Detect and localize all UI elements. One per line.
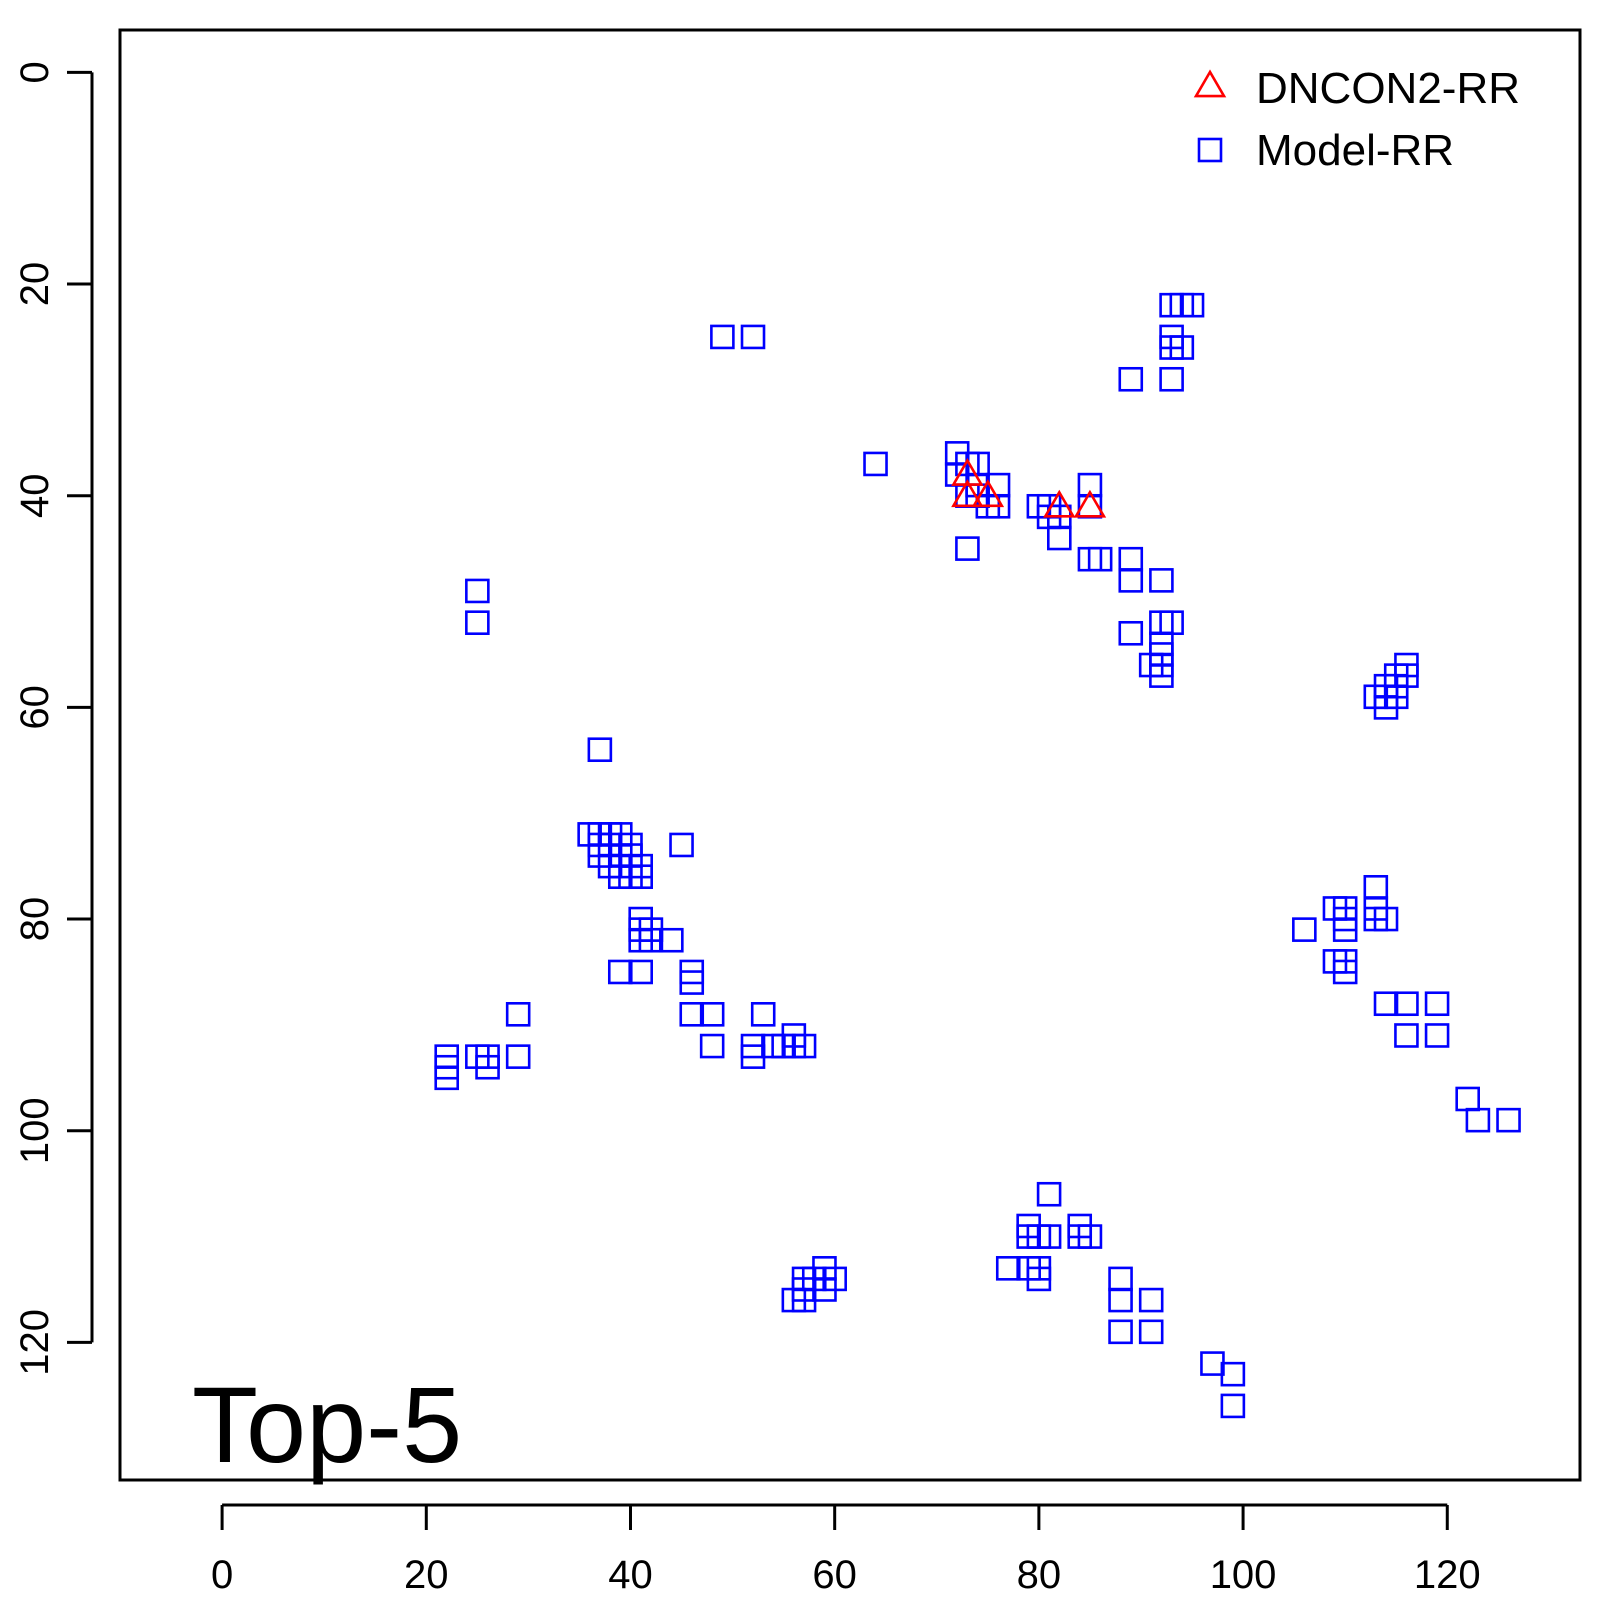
data-point-triangle xyxy=(951,457,984,486)
y-tick-label: 40 xyxy=(13,473,57,518)
data-point-square xyxy=(628,864,653,890)
data-point-square xyxy=(638,927,664,953)
data-point-square xyxy=(995,1256,1021,1281)
data-point-square xyxy=(791,1287,817,1313)
series-model-rr xyxy=(434,292,1521,1419)
data-point-square xyxy=(1138,1319,1164,1345)
data-point-square xyxy=(791,1033,817,1059)
x-tick-label: 20 xyxy=(404,1553,449,1597)
data-point-square xyxy=(1373,695,1399,720)
legend-marker-triangle xyxy=(1193,69,1227,98)
data-point-square xyxy=(659,927,684,953)
x-tick-label: 80 xyxy=(1017,1553,1062,1597)
y-tick-label: 60 xyxy=(13,685,57,730)
data-point-square xyxy=(1026,1266,1052,1292)
data-point-square xyxy=(1108,1266,1133,1292)
data-point-square xyxy=(475,1054,500,1080)
data-point-square xyxy=(1138,1287,1164,1313)
data-point-square xyxy=(1108,1287,1133,1313)
data-point-square xyxy=(1149,663,1174,688)
data-point-square xyxy=(628,959,653,985)
data-point-square xyxy=(679,970,705,995)
data-point-square xyxy=(1465,1107,1491,1133)
legend-label: DNCON2-RR xyxy=(1256,64,1520,113)
x-tick-label: 100 xyxy=(1210,1553,1277,1597)
data-point-square xyxy=(1332,959,1358,985)
data-point-square xyxy=(740,324,766,350)
data-point-square xyxy=(1077,1224,1103,1249)
y-tick-label: 120 xyxy=(13,1309,57,1376)
plot-frame xyxy=(118,28,1582,1482)
data-point-square xyxy=(1220,1393,1246,1419)
data-point-square xyxy=(955,536,980,561)
y-tick-label: 100 xyxy=(13,1097,57,1164)
data-point-square xyxy=(1108,1319,1133,1345)
x-axis: 0 20 40 60 80 100 120 xyxy=(211,1503,1481,1597)
data-point-square xyxy=(1047,525,1072,551)
data-point-square xyxy=(1455,1086,1480,1112)
series-dncon2-rr xyxy=(951,457,1107,518)
data-point-square xyxy=(1159,366,1184,392)
data-point-triangle xyxy=(971,479,1005,508)
data-points xyxy=(434,292,1521,1419)
data-point-square xyxy=(679,1002,705,1027)
data-point-triangle xyxy=(951,479,984,508)
data-point-square xyxy=(1363,874,1389,900)
y-tick-label: 80 xyxy=(13,897,57,942)
data-point-square xyxy=(505,1044,531,1069)
data-point-square xyxy=(1169,335,1195,360)
data-point-square xyxy=(1220,1361,1246,1387)
data-point-square xyxy=(1118,620,1144,646)
data-point-square xyxy=(1496,1107,1521,1133)
data-point-square xyxy=(699,1002,725,1027)
data-point-square xyxy=(1394,1023,1419,1048)
x-tick-label: 0 xyxy=(211,1553,233,1597)
y-axis: 0 20 40 60 80 100 120 xyxy=(13,61,94,1376)
data-point-square xyxy=(863,451,888,477)
data-point-square xyxy=(1118,366,1144,392)
data-point-square xyxy=(465,610,490,636)
data-point-square xyxy=(1373,991,1399,1017)
data-point-square xyxy=(710,324,735,350)
data-point-square xyxy=(1149,568,1174,593)
data-point-square xyxy=(1200,1351,1225,1376)
y-tick-label: 20 xyxy=(13,262,57,307)
data-point-square xyxy=(1118,546,1144,572)
data-point-square xyxy=(1332,917,1358,942)
x-tick-label: 60 xyxy=(812,1553,857,1597)
x-tick-label: 120 xyxy=(1414,1553,1481,1597)
data-point-square xyxy=(1026,1224,1052,1249)
data-point-square xyxy=(465,578,490,604)
legend-marker-square xyxy=(1197,137,1223,163)
data-point-square xyxy=(750,1002,776,1027)
panel-label: Top-5 xyxy=(192,1364,462,1485)
data-point-triangle xyxy=(1073,489,1107,518)
data-point-square xyxy=(740,1044,766,1069)
data-point-square xyxy=(1292,917,1317,942)
data-point-square xyxy=(1424,1023,1450,1048)
y-tick-label: 0 xyxy=(13,61,57,83)
data-point-square xyxy=(1087,546,1113,572)
legend-label: Model-RR xyxy=(1256,126,1454,175)
data-point-square xyxy=(699,1033,725,1059)
data-point-triangle xyxy=(1043,489,1076,518)
data-point-square xyxy=(434,1065,460,1091)
data-point-square xyxy=(669,832,694,858)
data-point-square xyxy=(1179,292,1205,318)
data-point-square xyxy=(607,959,633,985)
data-point-square xyxy=(1424,991,1450,1017)
data-point-square xyxy=(1394,991,1419,1017)
legend: DNCON2-RR Model-RR xyxy=(1193,64,1520,175)
x-tick-label: 40 xyxy=(608,1553,653,1597)
data-point-square xyxy=(1036,1181,1062,1207)
data-point-square xyxy=(587,737,613,763)
data-point-square xyxy=(1373,906,1399,932)
data-point-square xyxy=(505,1002,531,1027)
data-point-square xyxy=(1118,568,1144,593)
